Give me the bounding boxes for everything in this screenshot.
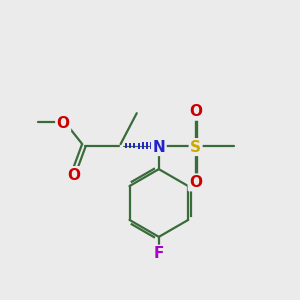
Text: O: O xyxy=(57,116,70,131)
Text: O: O xyxy=(67,168,80,183)
Text: O: O xyxy=(189,104,202,119)
Text: N: N xyxy=(152,140,165,154)
Text: O: O xyxy=(189,175,202,190)
Text: S: S xyxy=(190,140,201,154)
Text: F: F xyxy=(154,246,164,261)
